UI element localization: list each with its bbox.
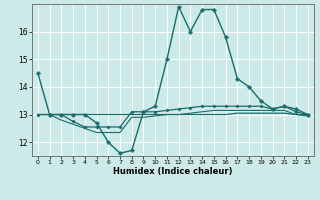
X-axis label: Humidex (Indice chaleur): Humidex (Indice chaleur): [113, 167, 233, 176]
